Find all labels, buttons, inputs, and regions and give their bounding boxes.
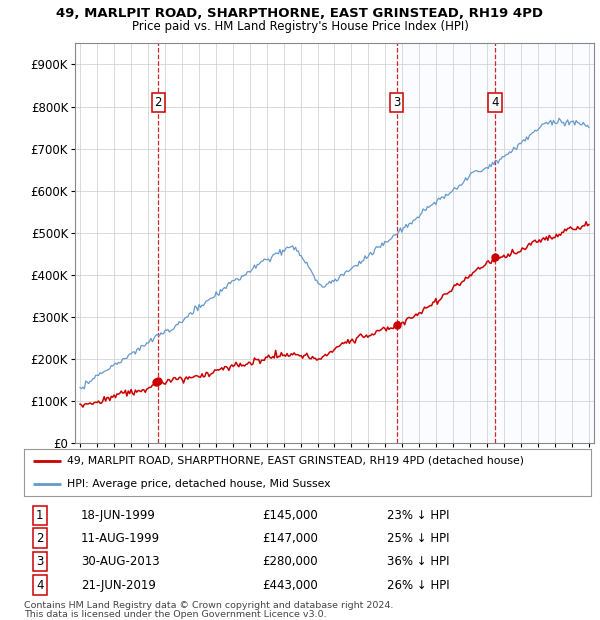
Text: Contains HM Land Registry data © Crown copyright and database right 2024.: Contains HM Land Registry data © Crown c… [24, 601, 394, 611]
Text: 49, MARLPIT ROAD, SHARPTHORNE, EAST GRINSTEAD, RH19 4PD: 49, MARLPIT ROAD, SHARPTHORNE, EAST GRIN… [56, 7, 544, 20]
Text: 25% ↓ HPI: 25% ↓ HPI [387, 531, 449, 544]
Text: 11-AUG-1999: 11-AUG-1999 [80, 531, 160, 544]
Text: 23% ↓ HPI: 23% ↓ HPI [387, 509, 449, 522]
Text: 26% ↓ HPI: 26% ↓ HPI [387, 578, 449, 591]
Text: This data is licensed under the Open Government Licence v3.0.: This data is licensed under the Open Gov… [24, 610, 326, 619]
Text: 3: 3 [36, 555, 44, 568]
Text: 18-JUN-1999: 18-JUN-1999 [80, 509, 155, 522]
Text: £145,000: £145,000 [262, 509, 318, 522]
Text: 30-AUG-2013: 30-AUG-2013 [80, 555, 160, 568]
Bar [397, 43, 594, 443]
Text: HPI: Average price, detached house, Mid Sussex: HPI: Average price, detached house, Mid … [67, 479, 330, 489]
Text: 2: 2 [36, 531, 44, 544]
Text: 49, MARLPIT ROAD, SHARPTHORNE, EAST GRINSTEAD, RH19 4PD (detached house): 49, MARLPIT ROAD, SHARPTHORNE, EAST GRIN… [67, 456, 524, 466]
Text: Price paid vs. HM Land Registry's House Price Index (HPI): Price paid vs. HM Land Registry's House … [131, 20, 469, 33]
Text: 2: 2 [155, 96, 162, 109]
Text: 36% ↓ HPI: 36% ↓ HPI [387, 555, 449, 568]
Text: £443,000: £443,000 [262, 578, 318, 591]
Text: £280,000: £280,000 [262, 555, 318, 568]
Text: 4: 4 [36, 578, 44, 591]
Text: 1: 1 [36, 509, 44, 522]
Text: £147,000: £147,000 [262, 531, 318, 544]
Text: 21-JUN-2019: 21-JUN-2019 [80, 578, 155, 591]
Text: 4: 4 [491, 96, 499, 109]
Text: 3: 3 [393, 96, 400, 109]
